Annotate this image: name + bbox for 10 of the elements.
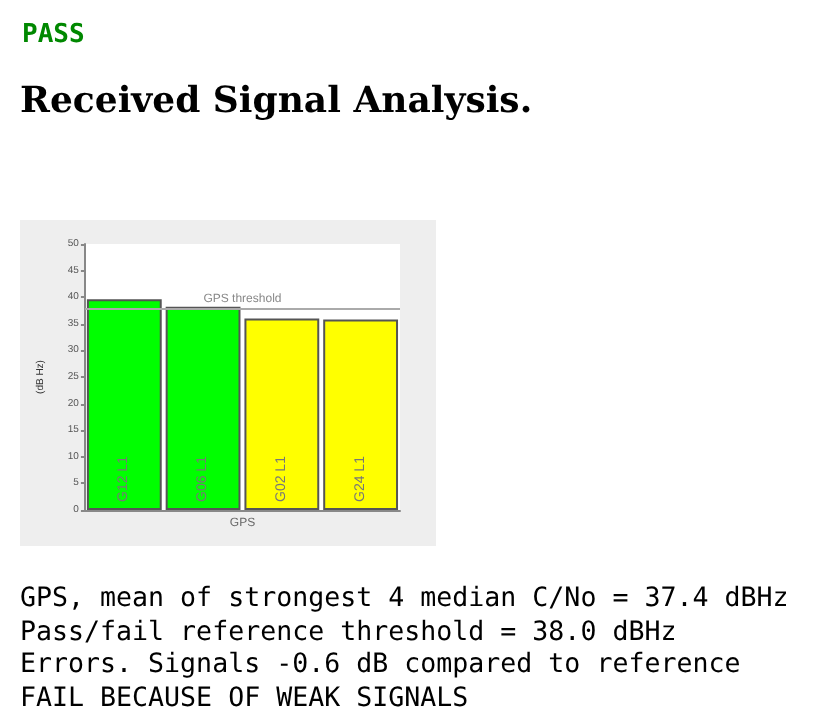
bar [86,299,162,510]
text: GPS, mean of strongest 4 median C/No = 37.4 dBHz [20,584,789,617]
text: Errors. Signals -0.6 dB compared to reference [20,650,743,683]
bar [244,318,320,510]
text: PASS [22,20,85,50]
text: FAIL BECAUSE OF WEAK SIGNALS [20,683,471,716]
chart-title: Received Signal Analysis. [20,80,533,122]
text: Pass/fail reference threshold = 38.0 dBHz [20,617,679,650]
bar [323,319,399,510]
bar [165,306,241,510]
